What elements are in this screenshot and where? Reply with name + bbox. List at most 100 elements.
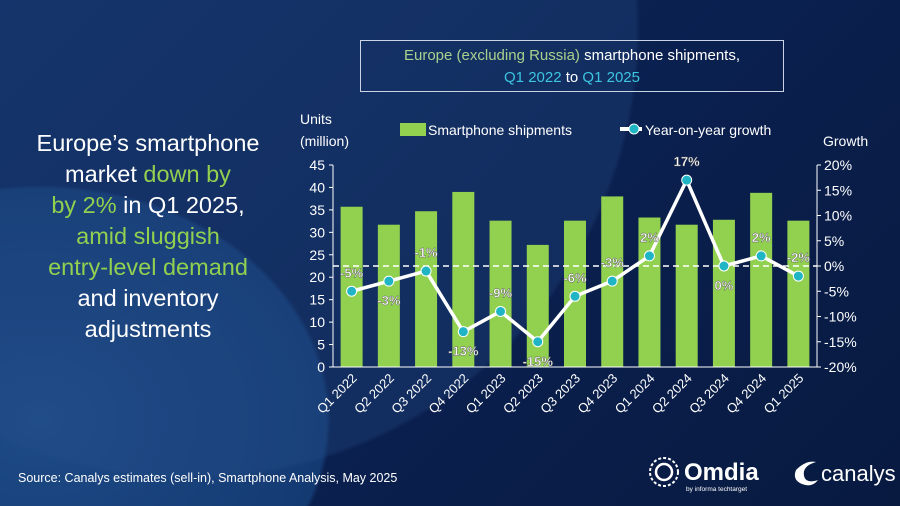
growth-data-label: 17%	[674, 154, 700, 169]
omdia-logo-icon	[649, 457, 679, 487]
growth-marker	[681, 174, 693, 186]
left-tick-label: 30	[309, 224, 325, 240]
x-tick-label: Q1 2023	[463, 371, 509, 417]
headline-highlight: amid sluggish	[76, 223, 220, 249]
left-axis-label: (million)	[300, 133, 349, 149]
growth-marker	[532, 336, 544, 348]
bar	[675, 224, 698, 367]
x-tick-label: Q4 2022	[426, 371, 472, 417]
title-to: to	[561, 69, 583, 86]
left-tick-label: 5	[317, 337, 325, 353]
growth-data-label: 2%	[640, 230, 659, 245]
bar	[377, 224, 400, 367]
right-tick-label: 20%	[824, 157, 852, 173]
x-tick-label: Q2 2024	[649, 371, 695, 417]
chart-title-box: Europe (excluding Russia) smartphone shi…	[360, 40, 784, 92]
x-tick-label: Q2 2023	[500, 371, 546, 417]
x-tick-label: Q4 2023	[574, 371, 620, 417]
logos: Omdia by informa techtarget canalys	[646, 452, 896, 496]
right-tick-label: 15%	[824, 182, 852, 198]
growth-marker	[755, 250, 767, 262]
growth-marker	[346, 285, 358, 297]
left-tick-label: 20	[309, 269, 325, 285]
growth-data-label: 0%	[715, 278, 734, 293]
growth-data-label: -15%	[523, 354, 554, 369]
title-start: Q1 2022	[504, 69, 562, 86]
x-tick-label: Q1 2025	[761, 371, 807, 417]
right-tick-label: 10%	[824, 208, 852, 224]
right-tick-label: -15%	[824, 334, 857, 350]
left-tick-label: 10	[309, 314, 325, 330]
growth-marker	[457, 326, 469, 338]
x-tick-label: Q2 2022	[351, 371, 397, 417]
legend-marker	[628, 123, 640, 135]
canalys-logo-text: canalys	[821, 461, 896, 486]
chart: Units (million) Growth Smartphone shipme…	[300, 111, 868, 417]
left-tick-label: 25	[309, 247, 325, 263]
x-tick-label: Q3 2022	[388, 371, 434, 417]
growth-marker	[643, 250, 655, 262]
growth-marker	[606, 275, 618, 287]
omdia-logo-text: Omdia	[684, 459, 759, 486]
title-end: Q1 2025	[582, 69, 640, 86]
headline-line: Europe’s smartphone	[36, 130, 260, 156]
canalys-logo-icon	[794, 461, 818, 486]
bar	[787, 220, 810, 367]
left-tick-label: 40	[309, 179, 325, 195]
x-tick-label: Q3 2024	[686, 371, 732, 417]
x-tick-label: Q4 2024	[723, 371, 769, 417]
headline-highlight: down by	[143, 161, 231, 187]
x-tick-label: Q3 2023	[537, 371, 583, 417]
growth-data-label: -13%	[448, 344, 479, 359]
growth-data-label: 2%	[752, 230, 771, 245]
growth-marker	[495, 305, 507, 317]
growth-data-label: -6%	[563, 270, 587, 285]
bar	[750, 192, 773, 367]
headline-highlight: by 2%	[51, 192, 117, 218]
growth-data-label: -9%	[489, 285, 513, 300]
bar	[526, 244, 549, 367]
bar	[638, 217, 661, 367]
growth-data-label: -1%	[415, 245, 439, 260]
headline-text: market	[65, 161, 144, 187]
growth-data-label: -2%	[787, 250, 811, 265]
bar	[712, 219, 735, 367]
title-text: smartphone shipments,	[579, 47, 740, 64]
left-tick-label: 0	[317, 359, 325, 375]
right-axis-label: Growth	[823, 133, 868, 149]
left-axis-label: Units	[300, 111, 332, 127]
right-tick-label: -20%	[824, 359, 857, 375]
legend-bar-swatch	[400, 123, 426, 136]
headline-highlight: entry-level demand	[48, 254, 248, 280]
growth-marker	[792, 270, 804, 282]
source-note: Source: Canalys estimates (sell-in), Sma…	[18, 471, 398, 485]
bar	[415, 211, 438, 367]
headline-line: and inventory	[77, 285, 219, 311]
headline: Europe’s smartphone market down by by 2%…	[10, 128, 286, 345]
growth-marker	[569, 290, 581, 302]
omdia-logo-subtext: by informa techtarget	[686, 486, 747, 493]
headline-line: adjustments	[84, 316, 212, 342]
bar	[452, 191, 475, 367]
growth-data-label: -5%	[340, 265, 364, 280]
right-tick-label: -5%	[824, 283, 849, 299]
omdia-logo-icon	[654, 462, 674, 482]
growth-data-label: -3%	[377, 293, 401, 308]
legend-label: Smartphone shipments	[428, 122, 572, 138]
omdia-logo: Omdia by informa techtarget canalys	[649, 457, 896, 493]
headline-text: in Q1 2025,	[116, 192, 245, 218]
legend-label: Year-on-year growth	[645, 122, 771, 138]
left-tick-label: 15	[309, 292, 325, 308]
title-region: Europe (excluding Russia)	[404, 47, 580, 64]
right-tick-label: 0%	[824, 258, 844, 274]
growth-data-label: -3%	[601, 255, 625, 270]
growth-marker	[718, 260, 730, 272]
right-tick-label: -10%	[824, 309, 857, 325]
growth-marker	[383, 275, 395, 287]
x-tick-label: Q1 2024	[612, 371, 658, 417]
bar	[489, 220, 512, 367]
growth-marker	[420, 265, 432, 277]
left-tick-label: 35	[309, 202, 325, 218]
right-tick-label: 5%	[824, 233, 844, 249]
x-tick-label: Q1 2022	[314, 371, 360, 417]
